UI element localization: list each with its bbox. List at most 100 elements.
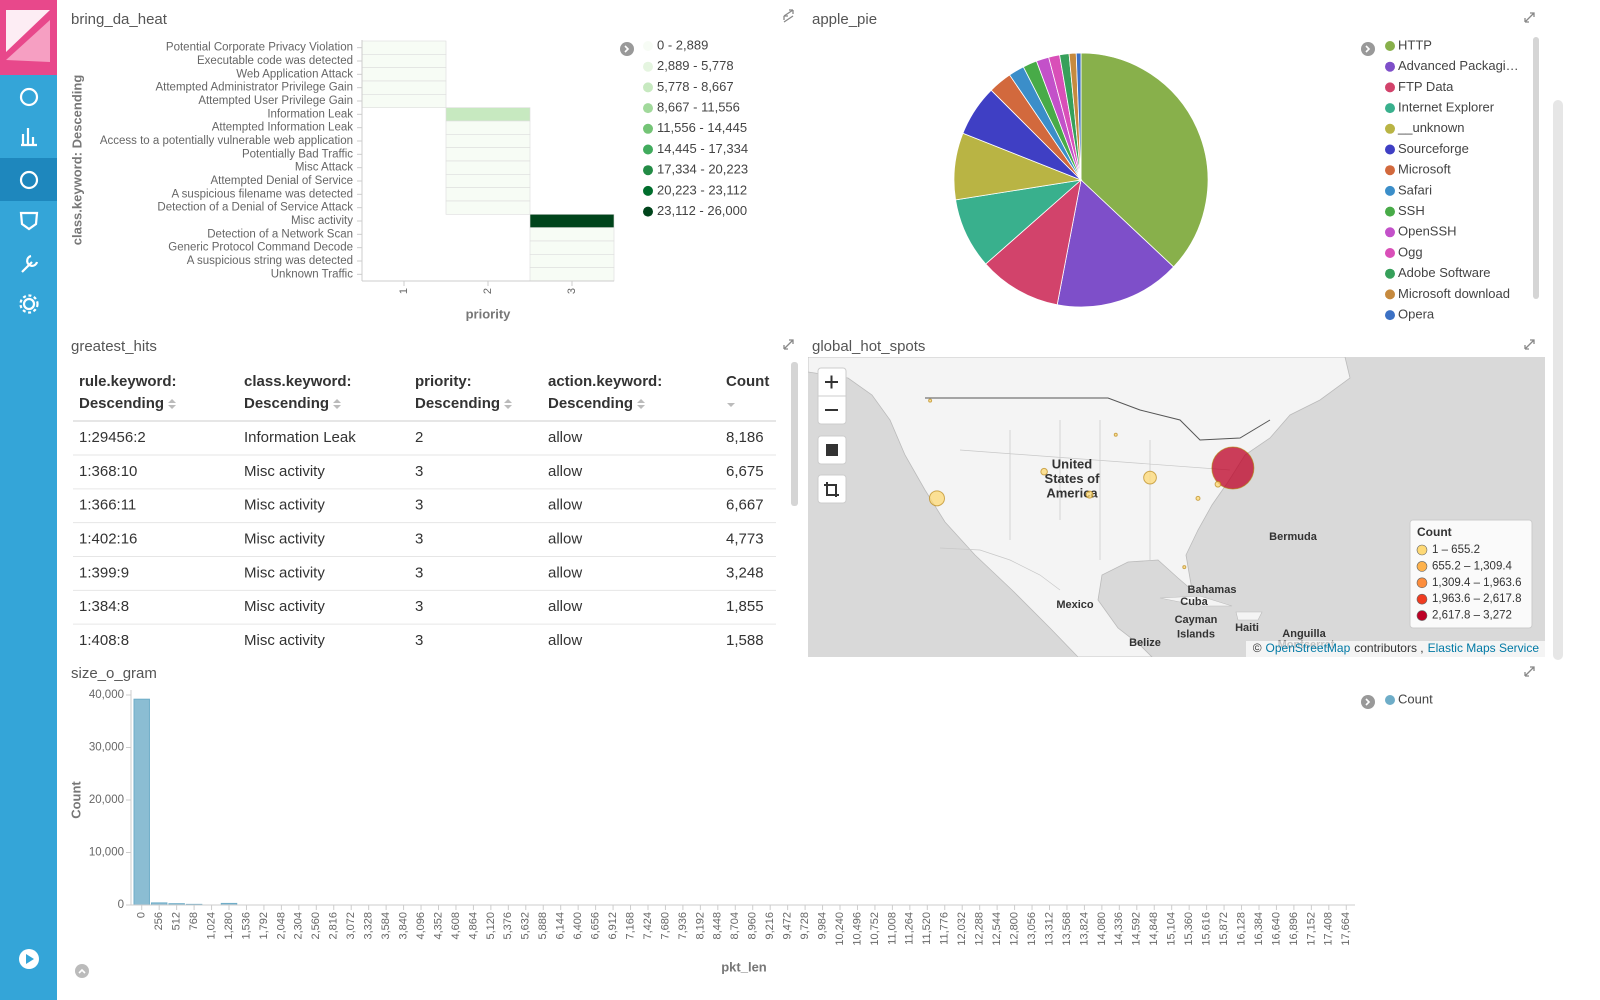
- x-tick-label: 14,592: [1131, 912, 1143, 946]
- fit-bounds[interactable]: [817, 474, 847, 504]
- map-label: Anguilla: [1282, 628, 1326, 640]
- table-cell: 8,186: [726, 429, 764, 446]
- zoom-in[interactable]: [825, 375, 838, 389]
- column-sort[interactable]: Descending: [415, 395, 500, 412]
- x-tick-label: 13,824: [1078, 912, 1090, 946]
- panel-title: bring_da_heat: [71, 11, 168, 28]
- y-tick-label: Web Application Attack: [236, 68, 353, 80]
- x-tick-label: 4,864: [467, 912, 479, 940]
- x-tick-label: 17,408: [1323, 912, 1335, 946]
- x-tick-label: 14,080: [1096, 912, 1108, 946]
- heat-cell: [361, 67, 447, 82]
- legend-label: 1,963.6 – 2,617.8: [1432, 593, 1522, 605]
- sort-icon: [168, 399, 177, 409]
- expand-icon[interactable]: [1524, 339, 1535, 350]
- attribution-part: contributors ,: [1354, 641, 1423, 655]
- visualize-icon[interactable]: [21, 128, 37, 147]
- heat-cell: [445, 200, 531, 215]
- x-tick-label: 3,584: [380, 912, 392, 940]
- x-tick-label: 9,472: [782, 912, 794, 940]
- legend-swatch: [643, 144, 653, 155]
- devtools-icon[interactable]: [21, 254, 39, 273]
- attribution-bg: [1246, 641, 1545, 657]
- x-tick-label: 15,360: [1183, 912, 1195, 946]
- column-header[interactable]: action.keyword:: [548, 373, 662, 390]
- x-tick-label: 11,520: [921, 912, 933, 945]
- table-cell: 3: [415, 564, 423, 581]
- heat-cell: [529, 214, 615, 228]
- map-bubble: [1085, 490, 1094, 499]
- y-tick-label: Attempted Information Leak: [212, 122, 354, 134]
- map-label: States of: [1045, 471, 1101, 486]
- y-tick-label: Detection of a Denial of Service Attack: [157, 202, 353, 214]
- table-cell: 6,675: [726, 463, 764, 480]
- column-sort[interactable]: Descending: [548, 395, 633, 412]
- legend-label: 1,309.4 – 1,963.6: [1432, 577, 1522, 589]
- y-tick-label: Potentially Bad Traffic: [242, 148, 353, 160]
- column-sort[interactable]: Descending: [79, 395, 164, 412]
- legend-label: __unknown: [1397, 120, 1465, 135]
- column-header[interactable]: class.keyword:: [244, 373, 352, 390]
- map-label: Bahamas: [1188, 584, 1237, 596]
- x-tick-label: 3: [566, 288, 578, 294]
- scrollbar[interactable]: [791, 362, 798, 506]
- legend-swatch: [1385, 268, 1395, 279]
- pie-slice: [1056, 179, 1175, 308]
- table-cell: allow: [548, 497, 582, 514]
- panel-chrome: [783, 9, 1535, 677]
- management-icon[interactable]: [22, 297, 36, 311]
- table-cell: Information Leak: [244, 429, 356, 446]
- map-label: Cayman: [1175, 614, 1218, 626]
- x-tick-label: 7,936: [677, 912, 689, 940]
- map-label: Bermuda: [1269, 531, 1318, 543]
- y-tick-label: 40,000: [89, 689, 124, 701]
- y-tick-label: Attempted Denial of Service: [210, 175, 353, 187]
- legend-swatch: [1416, 561, 1428, 572]
- legend-label: Microsoft download: [1398, 286, 1510, 301]
- legend-swatch: [1385, 61, 1395, 72]
- x-tick-label: 15,104: [1166, 912, 1178, 946]
- timelion-icon[interactable]: [19, 211, 39, 231]
- column-header[interactable]: Count: [726, 373, 769, 390]
- legend-swatch: [1416, 593, 1428, 605]
- map-bubble: [1113, 432, 1118, 437]
- x-tick-label: 10,240: [834, 912, 846, 946]
- table-cell: Misc activity: [244, 564, 325, 581]
- table-cell: 2: [415, 429, 423, 446]
- column-header[interactable]: rule.keyword:: [79, 373, 177, 390]
- attribution-part[interactable]: Elastic Maps Service: [1428, 641, 1540, 655]
- expand-icon[interactable]: [1524, 666, 1535, 677]
- x-tick-label: 7,680: [659, 912, 671, 940]
- table-cell: 1:402:16: [79, 530, 137, 547]
- legend-swatch: [1385, 248, 1395, 258]
- x-tick-label: 11,264: [904, 912, 916, 945]
- legend-swatch: [1385, 185, 1395, 196]
- map-label: Belize: [1129, 637, 1161, 649]
- page-scrollbar[interactable]: [1553, 100, 1563, 660]
- expand-icon[interactable]: [1524, 12, 1535, 23]
- table-cell: 3: [415, 530, 423, 547]
- dashboard-icon[interactable]: [19, 170, 39, 190]
- attribution-part[interactable]: OpenStreetMap: [1266, 641, 1351, 655]
- x-tick-label: 9,728: [799, 912, 811, 940]
- column-sort[interactable]: Descending: [244, 395, 329, 412]
- x-tick-label: 4,096: [415, 912, 427, 940]
- table-cell: allow: [548, 429, 582, 446]
- scrollbar[interactable]: [1533, 37, 1539, 299]
- expand-icon[interactable]: [783, 9, 794, 23]
- table-cell: 3: [415, 463, 423, 480]
- x-tick-label: 5,120: [485, 912, 497, 940]
- x-tick-label: 10,752: [869, 912, 881, 946]
- x-tick-label: 1: [398, 288, 410, 294]
- pie-slice: [1075, 52, 1082, 181]
- map-bubble: [928, 398, 933, 403]
- heat-cell: [445, 187, 531, 202]
- legend-label: 20,223 - 23,112: [657, 182, 747, 197]
- expand-icon[interactable]: [783, 339, 794, 350]
- column-header[interactable]: priority:: [415, 373, 472, 390]
- legend-label: 2,889 - 5,778: [657, 58, 734, 73]
- y-tick-label: Unknown Traffic: [271, 268, 353, 280]
- discover-icon[interactable]: [19, 87, 39, 107]
- table-cell: 1:384:8: [79, 598, 129, 615]
- legend-swatch: [1385, 123, 1395, 134]
